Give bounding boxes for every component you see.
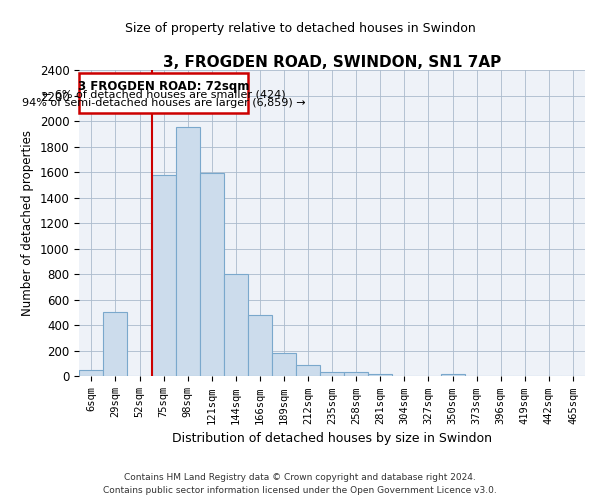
- Text: ← 6% of detached houses are smaller (424): ← 6% of detached houses are smaller (424…: [42, 89, 286, 99]
- Bar: [344, 372, 368, 376]
- Bar: [248, 315, 272, 376]
- X-axis label: Distribution of detached houses by size in Swindon: Distribution of detached houses by size …: [172, 432, 492, 445]
- Text: 94% of semi-detached houses are larger (6,859) →: 94% of semi-detached houses are larger (…: [22, 98, 305, 108]
- Bar: [224, 274, 248, 376]
- Bar: [272, 353, 296, 376]
- Bar: [440, 374, 464, 376]
- Bar: [103, 312, 127, 376]
- Title: 3, FROGDEN ROAD, SWINDON, SN1 7AP: 3, FROGDEN ROAD, SWINDON, SN1 7AP: [163, 55, 501, 70]
- Text: Contains HM Land Registry data © Crown copyright and database right 2024.
Contai: Contains HM Land Registry data © Crown c…: [103, 473, 497, 495]
- Bar: [176, 128, 200, 376]
- Bar: [152, 174, 176, 376]
- Bar: [320, 372, 344, 376]
- Bar: [368, 374, 392, 376]
- Y-axis label: Number of detached properties: Number of detached properties: [21, 130, 34, 316]
- Bar: [79, 370, 103, 376]
- Bar: [296, 365, 320, 376]
- Text: Size of property relative to detached houses in Swindon: Size of property relative to detached ho…: [125, 22, 475, 35]
- Bar: [200, 174, 224, 376]
- Text: 3 FROGDEN ROAD: 72sqm: 3 FROGDEN ROAD: 72sqm: [78, 80, 249, 93]
- FancyBboxPatch shape: [79, 72, 248, 114]
